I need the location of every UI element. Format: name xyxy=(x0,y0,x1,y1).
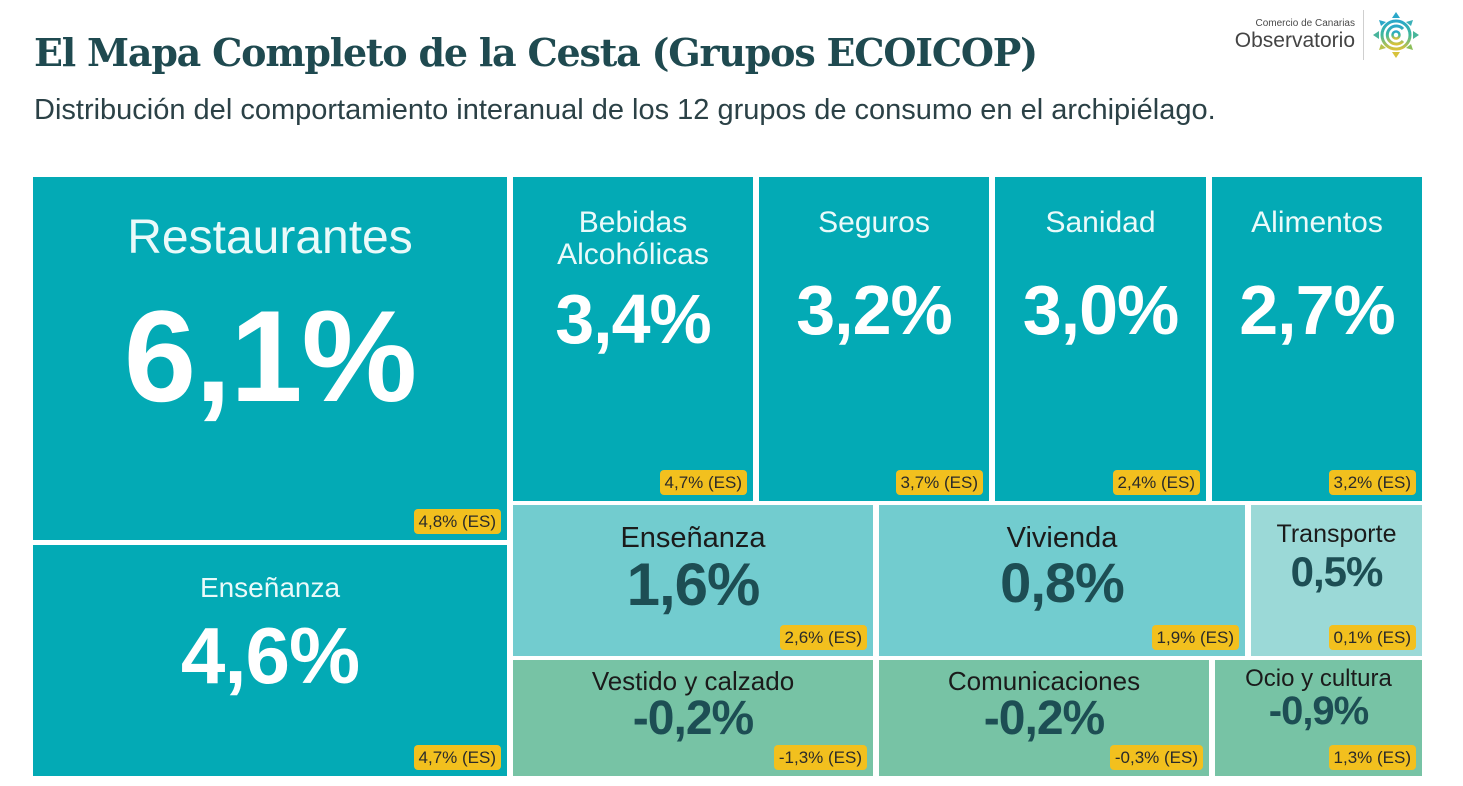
spain-comparison-badge: -0,3% (ES) xyxy=(1109,745,1203,770)
treemap-tile: Enseñanza 4,6% 4,7% (ES) xyxy=(33,545,507,776)
tile-value: 0,8% xyxy=(1000,551,1125,615)
tile-label: Alimentos xyxy=(1251,206,1383,239)
tile-label: Seguros xyxy=(818,206,930,239)
tile-value: -0,2% xyxy=(983,692,1105,746)
logo-org-small: Comercio de Canarias xyxy=(1255,18,1356,29)
observatorio-logo-icon xyxy=(1373,12,1419,58)
tile-value: 2,7% xyxy=(1239,270,1396,349)
tile-label: Enseñanza xyxy=(620,522,766,554)
tile-label: Sanidad xyxy=(1045,206,1156,239)
tile-value: 0,5% xyxy=(1290,548,1384,596)
spain-comparison-badge: 2,4% (ES) xyxy=(1112,470,1200,495)
treemap-tile: Ocio y cultura -0,9% 1,3% (ES) xyxy=(1215,660,1422,776)
treemap-tile: Vivienda 0,8% 1,9% (ES) xyxy=(879,505,1245,656)
tile-value: -0,9% xyxy=(1268,689,1369,734)
tile-label: Enseñanza xyxy=(199,572,341,603)
page-title: El Mapa Completo de la Cesta (Grupos ECO… xyxy=(34,30,1038,75)
tile-value: 3,4% xyxy=(555,280,712,358)
tile-label: Bebidas Alcohólicas xyxy=(557,206,709,271)
observatorio-logo: Comercio de Canarias Observatorio xyxy=(1225,10,1425,62)
spain-comparison-badge: 3,2% (ES) xyxy=(1328,470,1416,495)
tile-label: Restaurantes xyxy=(127,211,413,264)
spain-comparison-badge: 4,7% (ES) xyxy=(659,470,747,495)
treemap-tile: Vestido y calzado -0,2% -1,3% (ES) xyxy=(513,660,873,776)
tile-value: -0,2% xyxy=(632,692,754,746)
tile-label: Vivienda xyxy=(1006,522,1118,554)
treemap-tile: Alimentos 2,7% 3,2% (ES) xyxy=(1212,177,1422,501)
treemap-tile: Comunicaciones -0,2% -0,3% (ES) xyxy=(879,660,1209,776)
tile-value: 6,1% xyxy=(123,283,417,430)
spain-comparison-badge: 3,7% (ES) xyxy=(895,470,983,495)
logo-divider xyxy=(1363,10,1364,60)
treemap-tile: Sanidad 3,0% 2,4% (ES) xyxy=(995,177,1206,501)
treemap-tile: Transporte 0,5% 0,1% (ES) xyxy=(1251,505,1422,656)
tile-value: 3,2% xyxy=(796,270,953,349)
spain-comparison-badge: -1,3% (ES) xyxy=(773,745,867,770)
page-subtitle: Distribución del comportamiento interanu… xyxy=(34,94,1216,126)
spain-comparison-badge: 4,8% (ES) xyxy=(413,509,501,534)
tile-label: Vestido y calzado xyxy=(591,666,795,696)
spain-comparison-badge: 4,7% (ES) xyxy=(413,745,501,770)
treemap-tile: Bebidas Alcohólicas 3,4% 4,7% (ES) xyxy=(513,177,753,501)
tile-label: Comunicaciones xyxy=(947,666,1141,696)
spain-comparison-badge: 0,1% (ES) xyxy=(1328,625,1416,650)
tile-label: Transporte xyxy=(1276,520,1397,548)
tile-value: 3,0% xyxy=(1022,270,1180,349)
tile-value: 4,6% xyxy=(180,611,360,701)
spain-comparison-badge: 1,3% (ES) xyxy=(1328,745,1416,770)
tile-label: Ocio y cultura xyxy=(1245,665,1392,692)
spain-comparison-badge: 1,9% (ES) xyxy=(1151,625,1239,650)
treemap-tile: Restaurantes 6,1% 4,8% (ES) xyxy=(33,177,507,540)
logo-org-big: Observatorio xyxy=(1234,29,1355,52)
tile-value: 1,6% xyxy=(626,551,761,619)
treemap-tile: Enseñanza 1,6% 2,6% (ES) xyxy=(513,505,873,656)
spain-comparison-badge: 2,6% (ES) xyxy=(779,625,867,650)
logo-text: Comercio de Canarias Observatorio xyxy=(1235,18,1355,52)
treemap-tile: Seguros 3,2% 3,7% (ES) xyxy=(759,177,989,501)
